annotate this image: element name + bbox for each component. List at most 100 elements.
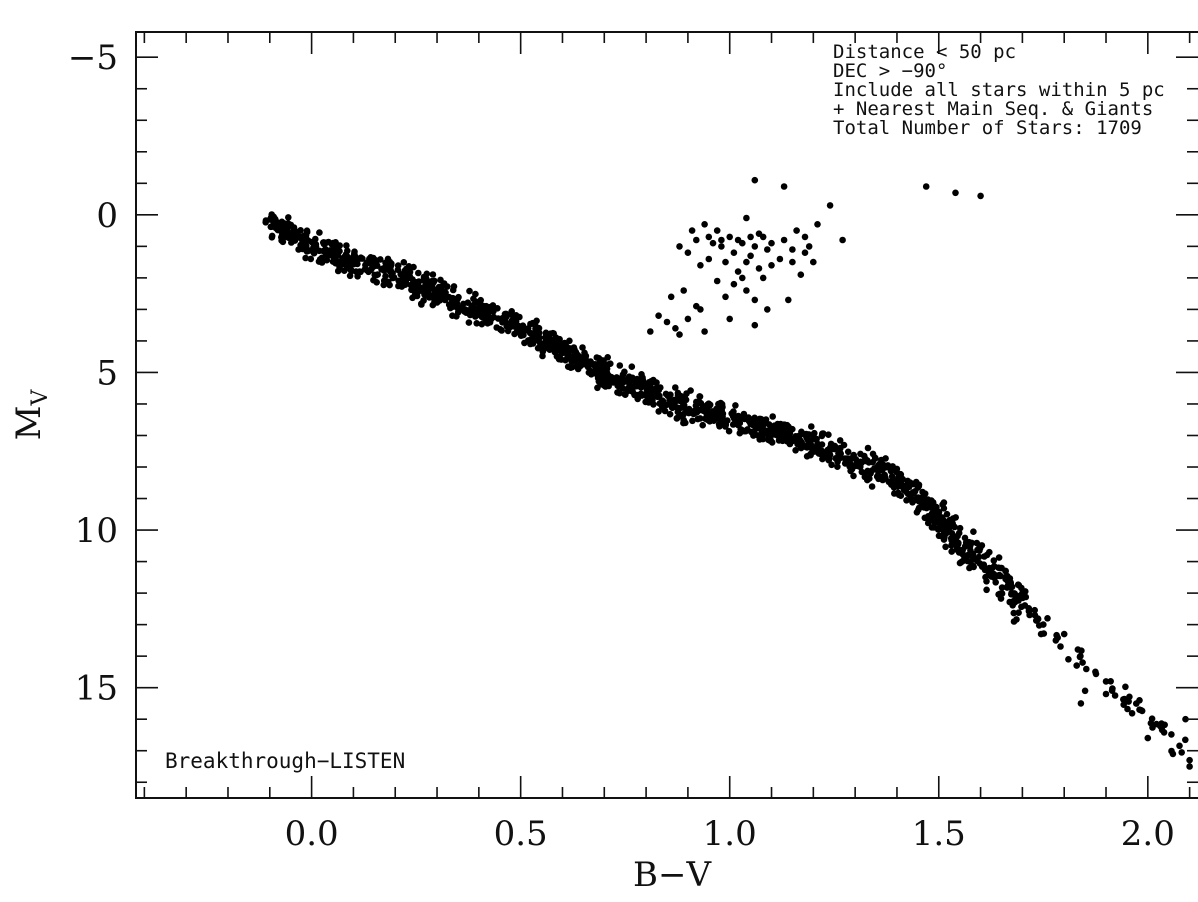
star-point bbox=[730, 415, 738, 422]
star-point bbox=[1031, 606, 1038, 614]
star-point bbox=[751, 321, 759, 329]
star-point bbox=[836, 437, 844, 444]
star-point bbox=[755, 265, 763, 272]
star-point bbox=[990, 557, 998, 564]
star-point bbox=[997, 595, 1005, 602]
star-point bbox=[346, 272, 354, 280]
star-point bbox=[756, 415, 763, 423]
star-point bbox=[722, 258, 729, 266]
star-point bbox=[472, 309, 480, 316]
star-point bbox=[1031, 611, 1039, 619]
annotation-line: Distance < 50 pc bbox=[833, 41, 1016, 63]
star-point bbox=[666, 410, 674, 418]
star-point bbox=[970, 528, 977, 535]
x-axis-label: B−V bbox=[633, 855, 712, 895]
star-point bbox=[913, 509, 921, 516]
star-point bbox=[751, 243, 759, 250]
star-point bbox=[672, 384, 679, 391]
star-point bbox=[786, 430, 794, 437]
star-point bbox=[370, 263, 377, 270]
star-point bbox=[1077, 652, 1084, 660]
star-point bbox=[873, 473, 881, 480]
star-point bbox=[864, 444, 872, 452]
star-point bbox=[359, 255, 366, 262]
star-point bbox=[579, 344, 586, 351]
star-point bbox=[648, 379, 656, 386]
star-point bbox=[751, 296, 759, 304]
star-point bbox=[338, 257, 346, 264]
star-point bbox=[952, 514, 959, 521]
star-point bbox=[508, 308, 515, 315]
star-point bbox=[942, 530, 950, 537]
star-point bbox=[726, 315, 733, 323]
star-point bbox=[1111, 692, 1119, 699]
star-point bbox=[316, 229, 323, 236]
star-point bbox=[689, 417, 696, 425]
star-point bbox=[1102, 678, 1110, 685]
star-point bbox=[363, 259, 371, 267]
star-point bbox=[550, 330, 557, 337]
star-point bbox=[1168, 731, 1175, 738]
star-point bbox=[680, 419, 688, 426]
star-point bbox=[672, 325, 679, 332]
star-point bbox=[793, 227, 800, 234]
star-point bbox=[990, 562, 998, 570]
star-point bbox=[757, 421, 764, 429]
star-point bbox=[801, 249, 809, 256]
star-point bbox=[925, 518, 933, 526]
star-point bbox=[718, 243, 725, 250]
star-point bbox=[676, 243, 683, 250]
star-point bbox=[1083, 665, 1090, 673]
star-point bbox=[776, 255, 784, 263]
star-point bbox=[807, 451, 814, 459]
star-point bbox=[584, 363, 592, 371]
y-tick-label: −5 bbox=[68, 38, 118, 78]
star-point bbox=[996, 571, 1003, 579]
star-point bbox=[690, 410, 697, 417]
star-point bbox=[1178, 749, 1185, 756]
star-point bbox=[603, 372, 610, 380]
star-point bbox=[978, 542, 986, 549]
star-point bbox=[478, 303, 486, 311]
star-point bbox=[1079, 659, 1086, 666]
star-point bbox=[1148, 715, 1156, 722]
star-point bbox=[321, 247, 329, 254]
star-point bbox=[637, 390, 645, 398]
star-point bbox=[949, 520, 956, 527]
star-point bbox=[574, 365, 582, 373]
star-point bbox=[262, 219, 270, 226]
star-point bbox=[351, 248, 358, 255]
star-point bbox=[765, 436, 772, 444]
star-point bbox=[732, 402, 739, 409]
star-point bbox=[980, 561, 988, 568]
star-point bbox=[568, 358, 576, 365]
star-point bbox=[466, 307, 474, 315]
star-point bbox=[789, 246, 796, 253]
star-point bbox=[1007, 580, 1014, 587]
star-point bbox=[597, 368, 604, 375]
star-point bbox=[955, 549, 963, 556]
star-point bbox=[429, 271, 437, 278]
star-point bbox=[424, 286, 432, 294]
star-point bbox=[699, 404, 707, 412]
star-point bbox=[709, 239, 717, 247]
star-point bbox=[407, 281, 415, 289]
star-point bbox=[607, 360, 614, 368]
star-point bbox=[291, 227, 299, 234]
star-point bbox=[701, 328, 708, 335]
star-point bbox=[705, 255, 713, 263]
star-point bbox=[394, 262, 402, 269]
star-point bbox=[487, 307, 495, 315]
star-point bbox=[791, 435, 798, 443]
star-point bbox=[562, 356, 569, 364]
star-point bbox=[813, 435, 820, 443]
star-point bbox=[382, 272, 389, 280]
star-point bbox=[730, 280, 738, 288]
star-point bbox=[697, 262, 704, 269]
star-point bbox=[964, 557, 971, 565]
star-point bbox=[556, 339, 564, 347]
star-point bbox=[1010, 609, 1018, 617]
star-point bbox=[939, 517, 947, 524]
star-point bbox=[449, 312, 456, 320]
star-point bbox=[705, 233, 713, 241]
